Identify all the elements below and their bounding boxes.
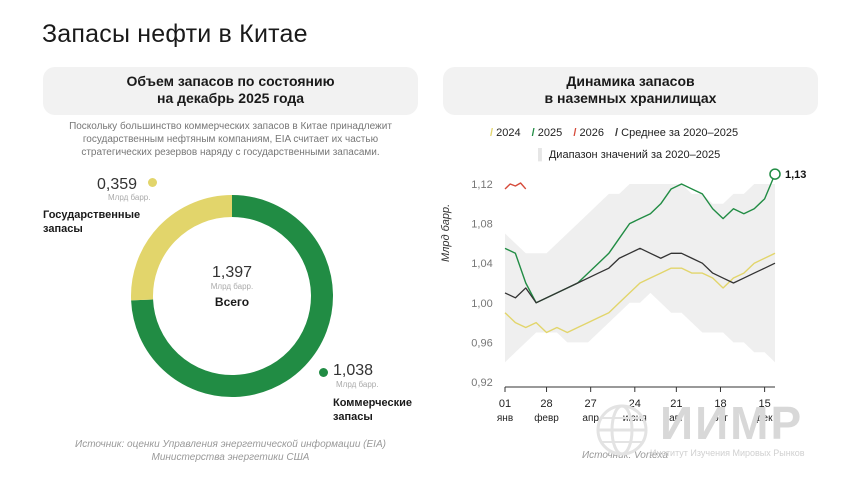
legend-label: Среднее за 2020–2025 — [621, 127, 739, 139]
y-tick-label: 1,00 — [471, 298, 492, 310]
left-header-line2: на декабрь 2025 года — [156, 90, 304, 106]
watermark-logo-text: ИИМР — [660, 397, 804, 449]
left-source-line2: Министерства энергетики США — [151, 452, 310, 463]
legend-mark: / — [531, 127, 535, 139]
com-label-line2: запасы — [333, 411, 373, 423]
left-source: Источник: оценки Управления энергетическ… — [48, 438, 413, 464]
donut-svg — [131, 195, 333, 397]
legend-item-2024: / 2024 — [490, 122, 521, 144]
gov-label-line1: Государственные — [43, 209, 141, 221]
legend-item-2026: / 2026 — [573, 122, 604, 144]
legend-mark: / — [573, 127, 577, 139]
legend-item-average: / Среднее за 2020–2025 — [615, 122, 738, 144]
y-tick-label: 1,12 — [471, 179, 492, 191]
last-value-label: 1,13 — [785, 169, 806, 181]
last-point-marker — [769, 168, 781, 180]
com-value: 1,038 — [333, 362, 374, 379]
y-tick-label: 0,92 — [471, 377, 492, 389]
x-tick-label-month: окт — [713, 413, 728, 424]
donut-chart: 1,397 Млрд барр. Всего — [128, 192, 336, 400]
y-tick-label: 0,96 — [471, 337, 492, 349]
y-tick-label: 1,08 — [471, 219, 492, 231]
legend-label: Диапазон значений за 2020–2025 — [548, 149, 721, 161]
legend-mark: / — [490, 127, 494, 139]
left-panel-header: Объем запасов по состоянию на декабрь 20… — [43, 67, 418, 115]
gov-label-line2: запасы — [43, 223, 83, 235]
legend-label: 2024 — [496, 127, 521, 139]
x-tick-label-day: 21 — [670, 398, 682, 410]
page-title: Запасы нефти в Китае — [42, 20, 308, 48]
legend-mark: ▌ — [538, 149, 546, 161]
series-line-2026 — [504, 182, 527, 190]
x-tick-label-day: 27 — [585, 398, 597, 410]
legend-mark: / — [615, 127, 619, 139]
x-tick-label-month: дек — [757, 413, 773, 424]
x-tick-label-month: апр — [582, 413, 599, 424]
right-panel-header: Динамика запасов в наземных хранилищах — [443, 67, 818, 115]
left-source-line1: Источник: оценки Управления энергетическ… — [75, 439, 386, 450]
note-line: стратегических резервов наряду с государ… — [81, 147, 380, 158]
total-unit: Млрд барр. — [210, 282, 254, 291]
right-header-line2: в наземных хранилищах — [544, 90, 717, 106]
note-line: Поскольку большинство коммерческих запас… — [69, 121, 392, 132]
legend-item-range: ▌ Диапазон значений за 2020–2025 — [538, 144, 720, 166]
legend-row: / 2024 / 2025 / 2026 / Среднее за 2020–2… — [490, 122, 790, 144]
x-tick-label-day: 18 — [714, 398, 726, 410]
gov-label: Государственные запасы — [43, 208, 153, 236]
donut-slice-government — [131, 195, 233, 301]
chart-legend: / 2024 / 2025 / 2026 / Среднее за 2020–2… — [490, 122, 790, 166]
com-label-line1: Коммерческие — [333, 397, 412, 409]
gov-value: 0,359 — [97, 176, 138, 193]
legend-label: 2026 — [579, 127, 604, 139]
total-label: Всего — [214, 295, 250, 309]
right-source: Источник: Vortexa — [582, 450, 669, 461]
x-tick-label-day: 28 — [540, 398, 552, 410]
gov-legend-dot — [148, 178, 157, 187]
x-tick-label-day: 01 — [499, 398, 511, 410]
legend-row: ▌ Диапазон значений за 2020–2025 — [490, 144, 790, 166]
donut-slice-commercial — [131, 195, 333, 397]
com-unit: Млрд барр. — [336, 380, 379, 389]
line-chart: 0,92 0,96 1,00 1,04 1,08 1,12 1,13 01 янв 28 февр 2… — [471, 168, 806, 424]
x-tick-label-month: авг — [669, 413, 684, 424]
range-band — [505, 184, 775, 363]
right-header-line1: Динамика запасов — [566, 73, 695, 89]
total-value: 1,397 — [211, 264, 253, 281]
left-header-line1: Объем запасов по состоянию — [126, 73, 335, 89]
y-tick-label: 1,04 — [471, 258, 492, 270]
gov-unit: Млрд барр. — [108, 193, 151, 202]
note-line: государственным нефтяным компаниям, EIA … — [82, 134, 379, 145]
x-tick-label-month: янв — [497, 413, 513, 424]
legend-label: 2025 — [537, 127, 563, 139]
x-tick-label-month: февр — [534, 412, 559, 424]
globe-logo-icon — [596, 404, 648, 456]
com-label: Коммерческие запасы — [333, 396, 433, 424]
legend-item-2025: / 2025 — [532, 122, 563, 144]
com-legend-dot — [319, 368, 328, 377]
series-line-Среднее за 2020–2025 — [504, 247, 776, 304]
left-note: Поскольку большинство коммерческих запас… — [48, 120, 413, 159]
watermark-subtitle: Институт Изучения Мировых Рынков — [650, 448, 805, 458]
x-tick-label-day: 15 — [758, 398, 770, 410]
